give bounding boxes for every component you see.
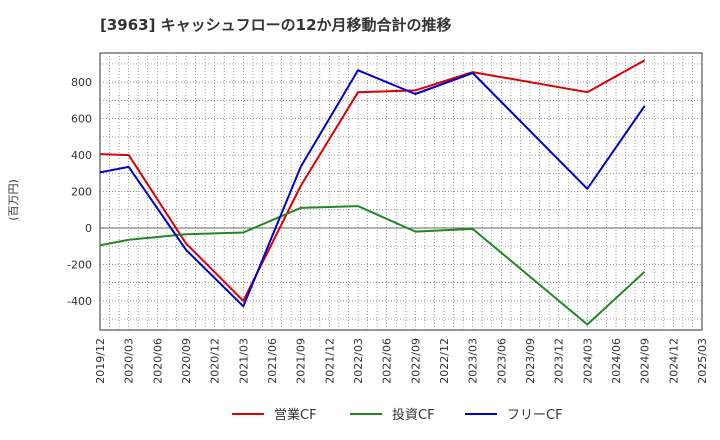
legend-label-1: 投資CF bbox=[392, 407, 435, 423]
series-line-1 bbox=[99, 205, 646, 326]
x-tick-label: 2020/03 bbox=[123, 338, 136, 384]
series-lines bbox=[99, 59, 646, 326]
x-tick-label: 2021/06 bbox=[266, 338, 279, 384]
series-line-0 bbox=[99, 59, 646, 302]
y-tick-label: -200 bbox=[67, 258, 92, 271]
x-tick-label: 2020/09 bbox=[180, 338, 193, 384]
x-tick-label: 2023/09 bbox=[524, 338, 537, 384]
x-tick-label: 2022/03 bbox=[352, 338, 365, 384]
x-tick-label: 2024/12 bbox=[667, 338, 680, 384]
x-tick-label: 2023/12 bbox=[553, 338, 566, 384]
x-tick-label: 2020/06 bbox=[151, 338, 164, 384]
y-tick-label: 200 bbox=[71, 186, 92, 199]
x-tick-label: 2024/06 bbox=[610, 338, 623, 384]
x-tick-labels: 2019/12 2020/03 2020/06 2020/09 2020/12 2021/… bbox=[94, 338, 709, 384]
x-tick-label: 2023/03 bbox=[467, 338, 480, 384]
x-tick-label: 2021/09 bbox=[295, 338, 308, 384]
y-tick-labels: -400 -200 0 200 400 600 800 bbox=[67, 76, 92, 308]
y-tick-label: 600 bbox=[71, 113, 92, 126]
x-tick-label: 2021/03 bbox=[237, 338, 250, 384]
y-tick-label: -400 bbox=[67, 295, 92, 308]
legend: 営業CF 投資CF フリーCF bbox=[232, 407, 563, 423]
x-tick-label: 2024/09 bbox=[639, 338, 652, 384]
series-line-2 bbox=[99, 69, 646, 308]
x-tick-label: 2023/06 bbox=[495, 338, 508, 384]
chart-title: [3963] キャッシュフローの12か月移動合計の推移 bbox=[100, 16, 452, 34]
x-tick-label: 2020/12 bbox=[209, 338, 222, 384]
x-tick-label: 2025/03 bbox=[696, 338, 709, 384]
legend-label-2: フリーCF bbox=[507, 408, 563, 423]
y-axis-label: (百万円) bbox=[7, 179, 20, 221]
y-tick-label: 0 bbox=[85, 222, 92, 235]
x-tick-label: 2019/12 bbox=[94, 338, 107, 384]
x-tick-label: 2022/12 bbox=[438, 338, 451, 384]
y-tick-label: 800 bbox=[71, 76, 92, 89]
x-tick-label: 2022/09 bbox=[409, 338, 422, 384]
x-tick-label: 2021/12 bbox=[323, 338, 336, 384]
legend-label-0: 営業CF bbox=[274, 407, 317, 423]
x-tick-label: 2022/06 bbox=[381, 338, 394, 384]
x-tick-label: 2024/03 bbox=[581, 338, 594, 384]
y-tick-label: 400 bbox=[71, 149, 92, 162]
